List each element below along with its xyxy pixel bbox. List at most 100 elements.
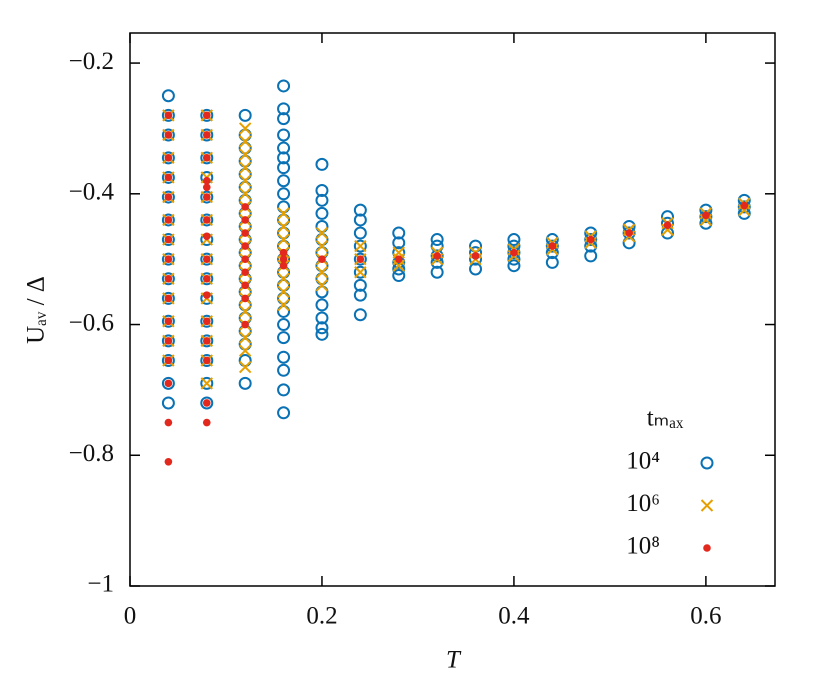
data-point xyxy=(277,112,291,126)
data-point xyxy=(315,266,329,279)
data-point xyxy=(202,399,211,407)
data-point xyxy=(277,151,291,165)
data-point xyxy=(277,174,291,188)
data-point xyxy=(202,111,211,120)
data-point xyxy=(586,235,595,244)
data-point xyxy=(315,206,329,220)
data-point xyxy=(238,331,252,344)
data-point xyxy=(164,294,173,303)
data-point xyxy=(241,320,249,329)
data-point xyxy=(315,239,329,253)
legend-marker xyxy=(703,544,711,552)
data-point xyxy=(394,255,403,263)
data-point xyxy=(200,213,214,227)
data-point xyxy=(279,261,288,270)
y-tick-label: −0.4 xyxy=(69,179,115,206)
data-point xyxy=(430,233,444,247)
data-point xyxy=(353,252,367,266)
data-point xyxy=(161,314,175,328)
x-axis-label: T xyxy=(446,647,462,674)
data-point xyxy=(161,252,175,266)
data-point xyxy=(277,318,291,332)
data-point xyxy=(164,418,173,427)
data-point xyxy=(510,248,518,257)
data-point xyxy=(430,265,444,279)
data-point xyxy=(584,233,598,247)
data-point xyxy=(315,279,329,292)
legend-label: 10⁴ xyxy=(626,448,660,475)
data-point xyxy=(161,396,175,410)
data-point xyxy=(315,157,329,171)
data-point xyxy=(507,246,521,260)
data-point xyxy=(277,285,290,299)
data-point xyxy=(277,272,290,285)
data-point xyxy=(430,249,444,263)
data-point xyxy=(202,418,211,427)
data-point xyxy=(277,128,291,142)
data-point xyxy=(392,269,406,283)
legend-marker xyxy=(700,499,714,512)
data-point xyxy=(315,184,329,198)
data-point xyxy=(238,360,252,374)
data-point xyxy=(202,183,211,192)
data-point xyxy=(622,226,636,240)
data-point xyxy=(200,353,214,367)
data-point xyxy=(164,317,173,326)
data-point xyxy=(164,235,173,244)
y-tick-label: −0.6 xyxy=(69,309,114,336)
data-point xyxy=(164,173,173,182)
data-point xyxy=(202,232,211,241)
data-point xyxy=(164,379,173,388)
data-point xyxy=(241,242,249,250)
data-point xyxy=(161,353,175,367)
x-tick-label: 0.2 xyxy=(306,603,337,630)
data-point xyxy=(238,376,252,390)
data-point xyxy=(353,226,367,240)
data-point xyxy=(200,190,214,204)
data-point xyxy=(161,334,175,348)
data-point xyxy=(161,128,175,142)
data-point xyxy=(164,154,173,162)
data-point xyxy=(164,274,173,283)
legend-marker xyxy=(700,456,714,470)
data-point xyxy=(238,108,252,122)
data-point xyxy=(161,108,175,122)
data-point xyxy=(200,314,214,328)
data-point xyxy=(545,255,559,269)
data-point xyxy=(277,350,291,364)
data-point xyxy=(164,458,173,466)
plot-frame xyxy=(129,32,776,587)
data-point xyxy=(353,213,367,227)
y-tick-label: −0.2 xyxy=(69,48,114,75)
data-point xyxy=(356,255,365,263)
data-point xyxy=(161,272,175,286)
x-tick-label: 0.4 xyxy=(498,603,530,630)
data-point xyxy=(202,274,211,283)
data-point xyxy=(241,203,249,211)
data-point xyxy=(353,239,367,253)
data-point xyxy=(238,344,252,357)
legend-title: tₘₐₓ xyxy=(647,405,684,432)
data-point xyxy=(200,376,214,390)
data-point xyxy=(161,233,175,247)
data-point xyxy=(200,377,213,390)
data-point xyxy=(164,111,173,120)
data-point xyxy=(702,211,710,220)
data-point xyxy=(202,317,211,326)
data-point xyxy=(625,229,633,237)
data-point xyxy=(161,376,175,390)
data-point xyxy=(202,255,211,263)
data-point xyxy=(737,200,751,214)
data-point xyxy=(277,233,290,246)
data-point xyxy=(161,170,175,184)
data-point xyxy=(315,311,329,325)
data-point xyxy=(164,131,173,139)
data-point xyxy=(202,356,211,365)
data-point xyxy=(471,252,480,260)
data-point xyxy=(238,174,252,187)
data-point xyxy=(202,131,211,139)
data-point xyxy=(238,305,252,318)
data-point xyxy=(161,151,175,165)
data-point xyxy=(353,278,367,292)
